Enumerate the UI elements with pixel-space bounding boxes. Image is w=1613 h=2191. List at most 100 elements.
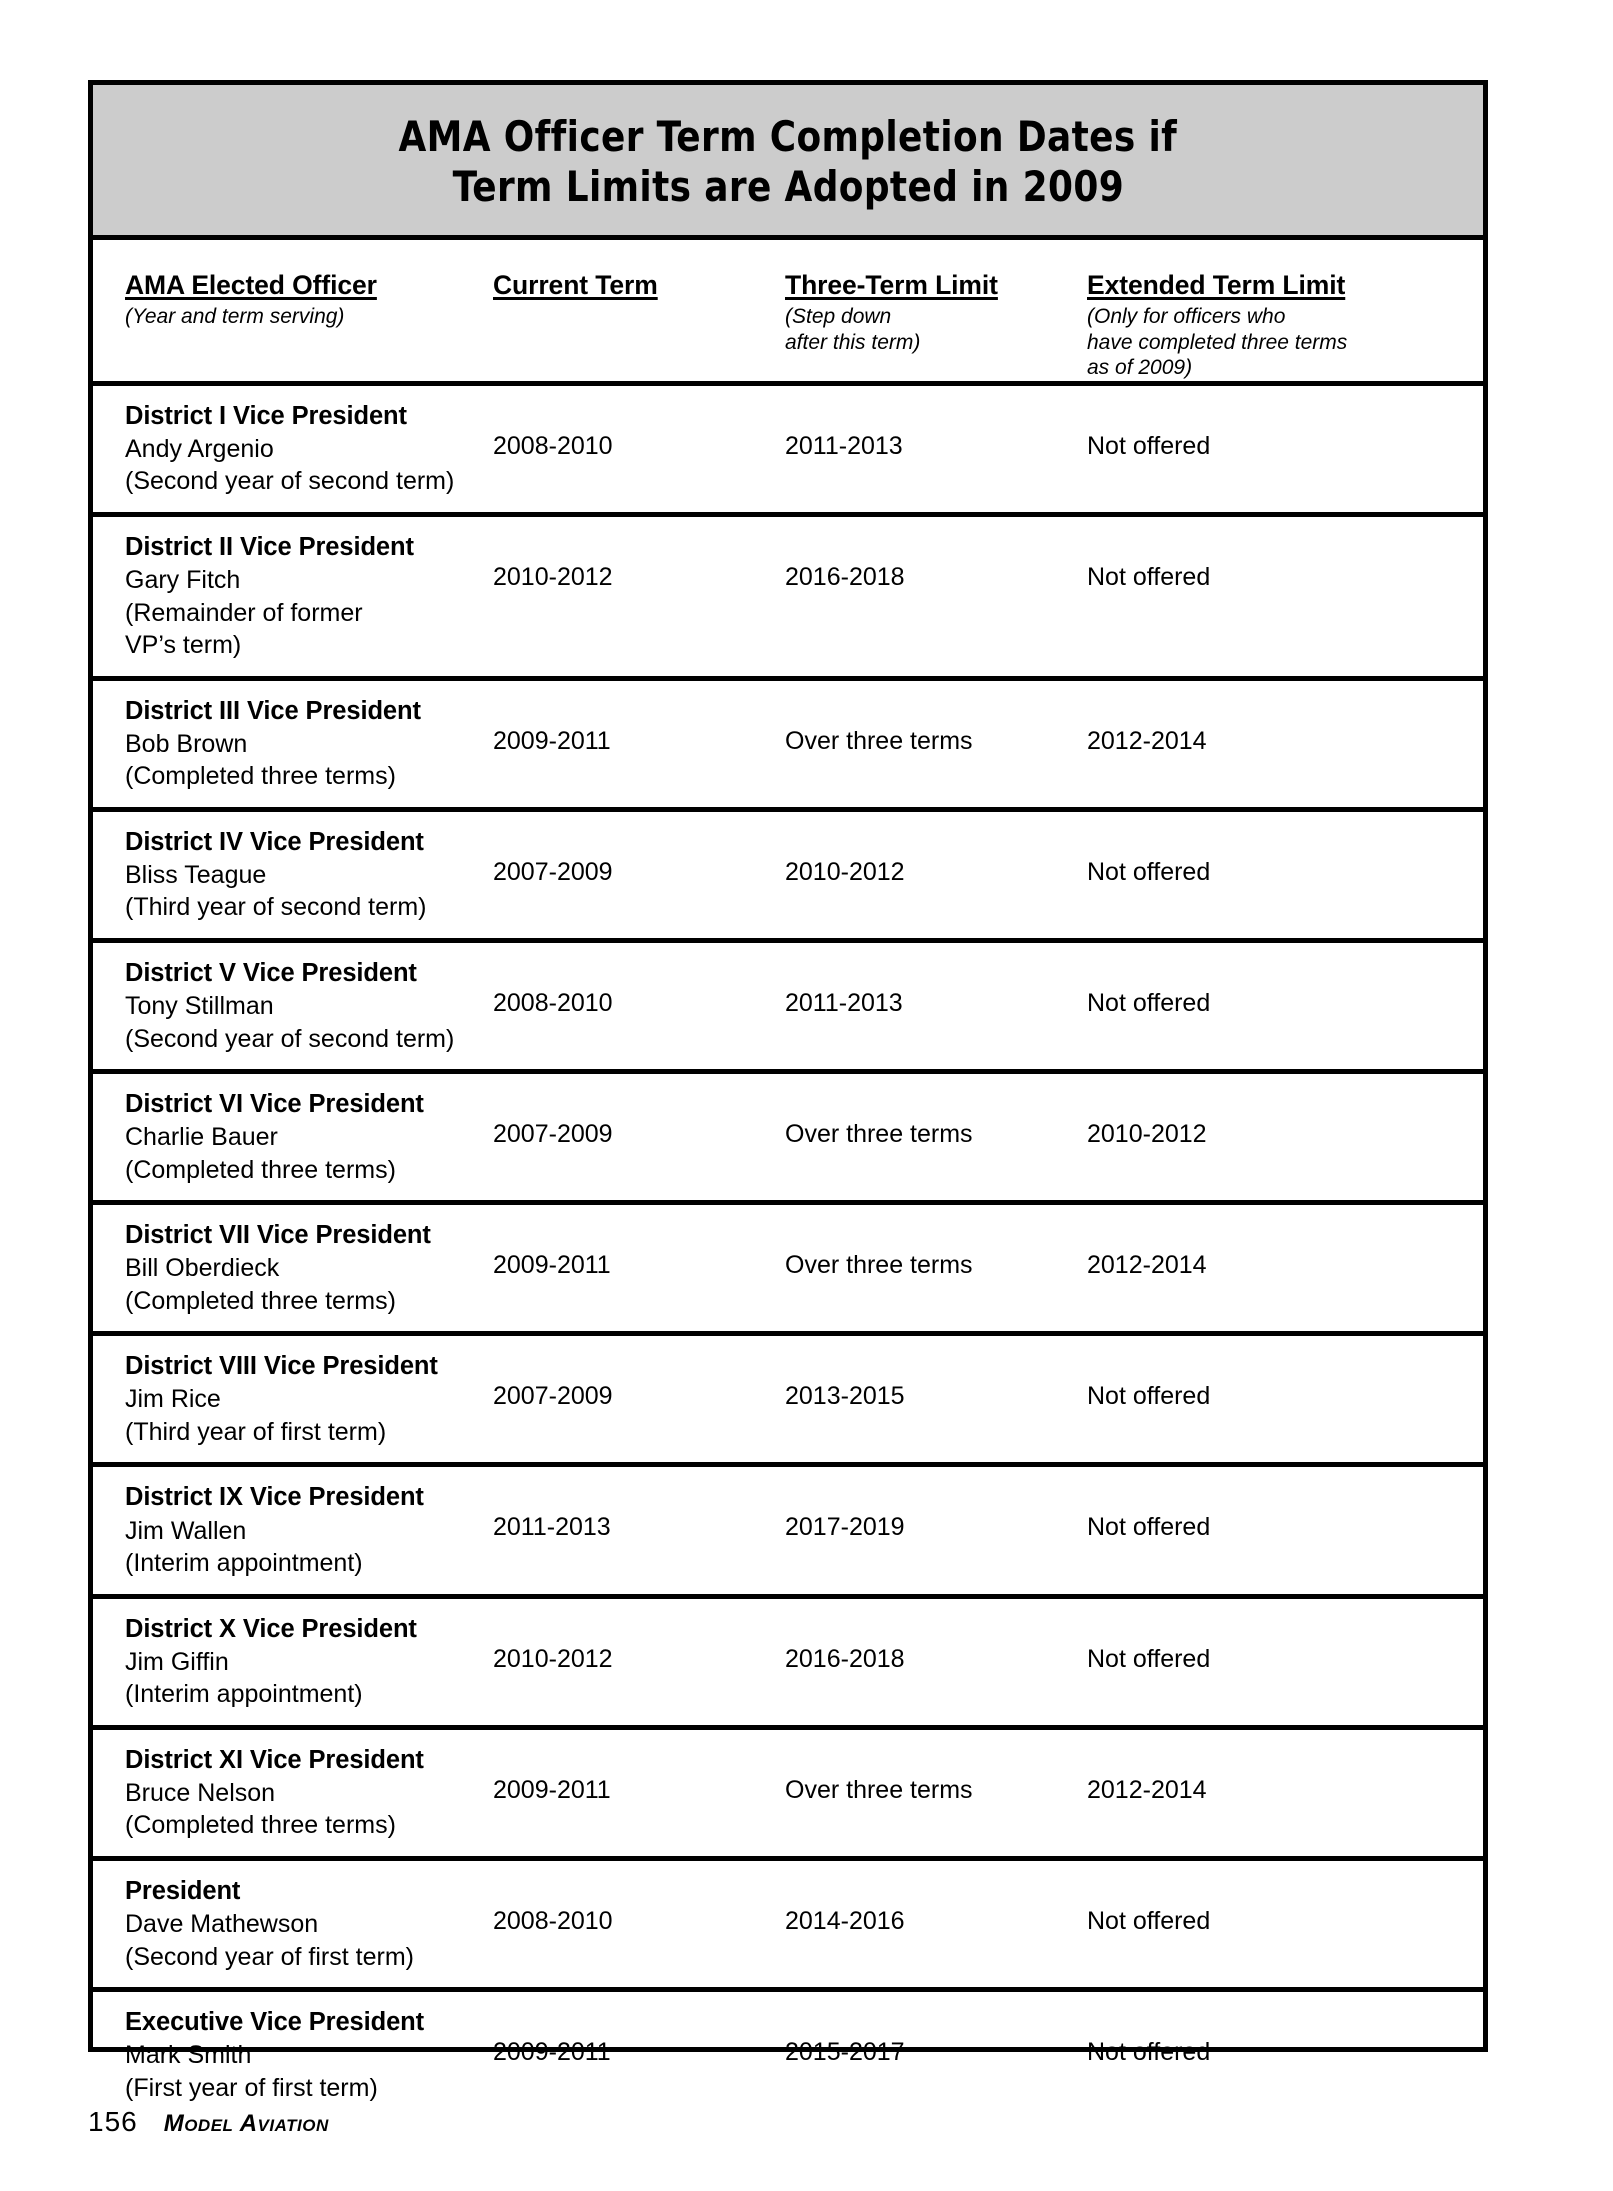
- cell-three-term-limit: 2016-2018: [785, 1613, 1087, 1711]
- cell-current-term: 2009-2011: [493, 695, 785, 793]
- cell-extended-term-limit-value: Not offered: [1087, 431, 1211, 460]
- officer-office-title: District IV Vice President: [125, 827, 424, 856]
- table-row: District VIII Vice President Jim Rice (Thi…: [93, 1336, 1483, 1468]
- cell-current-term-value: 2009-2011: [493, 1775, 611, 1804]
- cell-extended-term-limit: 2012-2014: [1087, 695, 1447, 793]
- cell-extended-term-limit-value: Not offered: [1087, 1906, 1211, 1935]
- cell-three-term-limit-value: Over three terms: [785, 726, 973, 755]
- officer-note: (Completed three terms): [125, 762, 396, 791]
- officer-office-title: District III Vice President: [125, 696, 421, 725]
- cell-extended-term-limit-value: Not offered: [1087, 1644, 1211, 1673]
- column-header-extended-term-limit-sub-line: have completed three terms: [1087, 330, 1348, 354]
- table-row: District IV Vice President Bliss Teague (T…: [93, 812, 1483, 943]
- cell-three-term-limit: 2013-2015: [785, 1350, 1087, 1448]
- cell-officer: District IX Vice President Jim Wallen (Int…: [93, 1481, 493, 1579]
- cell-three-term-limit-value: 2016-2018: [785, 1644, 905, 1673]
- cell-current-term-value: 2009-2011: [493, 2038, 611, 2067]
- cell-three-term-limit-value: 2016-2018: [785, 562, 905, 591]
- cell-extended-term-limit-value: Not offered: [1087, 562, 1211, 591]
- column-header-extended-term-limit-sub-line: (Only for officers who: [1087, 305, 1286, 328]
- column-header-extended-term-limit-sub: (Only for officers who have completed th…: [1087, 304, 1437, 381]
- cell-extended-term-limit-value: 2012-2014: [1087, 726, 1207, 755]
- officer-name: Tony Stillman: [125, 992, 274, 1021]
- table-body: District I Vice President Andy Argenio (Se…: [93, 386, 1483, 2118]
- officer-note: (Second year of second term): [125, 1024, 455, 1053]
- cell-extended-term-limit-value: Not offered: [1087, 2038, 1211, 2067]
- cell-current-term: 2007-2009: [493, 826, 785, 924]
- officer-name: Dave Mathewson: [125, 1910, 319, 1939]
- cell-three-term-limit: Over three terms: [785, 1088, 1087, 1186]
- cell-officer: District VIII Vice President Jim Rice (Thi…: [93, 1350, 493, 1448]
- column-header-current-term-title: Current Term: [493, 270, 658, 300]
- cell-current-term-value: 2009-2011: [493, 726, 611, 755]
- officer-term-table-frame: AMA Officer Term Completion Dates if Ter…: [88, 80, 1488, 2102]
- cell-current-term-value: 2008-2010: [493, 431, 613, 460]
- column-header-three-term-limit-title: Three-Term Limit: [785, 270, 998, 300]
- officer-note: (First year of first term): [125, 2073, 378, 2102]
- cell-three-term-limit: Over three terms: [785, 1219, 1087, 1317]
- cell-extended-term-limit: Not offered: [1087, 1613, 1447, 1711]
- officer-name: Mark Smith: [125, 2041, 252, 2070]
- cell-current-term: 2010-2012: [493, 531, 785, 662]
- officer-note: (Remainder of former: [125, 598, 363, 627]
- table-row: District IX Vice President Jim Wallen (Int…: [93, 1467, 1483, 1599]
- cell-three-term-limit: 2017-2019: [785, 1481, 1087, 1579]
- cell-current-term-value: 2008-2010: [493, 1906, 613, 1935]
- table-row: District I Vice President Andy Argenio (Se…: [93, 386, 1483, 517]
- officer-note: (Second year of first term): [125, 1942, 414, 1971]
- cell-current-term: 2007-2009: [493, 1350, 785, 1448]
- cell-extended-term-limit: Not offered: [1087, 2006, 1447, 2104]
- officer-note: (Interim appointment): [125, 1680, 363, 1709]
- officer-name: Bill Oberdieck: [125, 1254, 280, 1283]
- table-title-banner: AMA Officer Term Completion Dates if Ter…: [93, 85, 1483, 240]
- officer-note: (Completed three terms): [125, 1155, 396, 1184]
- column-header-three-term-limit: Three-Term Limit (Step down after this t…: [785, 270, 1087, 381]
- page-title-line-2: Term Limits are Adopted in 2009: [452, 162, 1124, 211]
- cell-extended-term-limit-value: 2010-2012: [1087, 1120, 1207, 1149]
- column-header-extended-term-limit-sub-line: as of 2009): [1087, 356, 1193, 380]
- officer-name: Charlie Bauer: [125, 1123, 278, 1152]
- cell-three-term-limit: 2011-2013: [785, 957, 1087, 1055]
- officer-office-title: President: [125, 1876, 241, 1905]
- cell-extended-term-limit: Not offered: [1087, 826, 1447, 924]
- officer-office-title: District VII Vice President: [125, 1221, 431, 1250]
- table-row: District VI Vice President Charlie Bauer (…: [93, 1074, 1483, 1206]
- officer-name: Bruce Nelson: [125, 1778, 276, 1807]
- cell-officer: District IV Vice President Bliss Teague (T…: [93, 826, 493, 924]
- cell-officer: President Dave Mathewson (Second year of f…: [93, 1875, 493, 1973]
- officer-office-title: District IX Vice President: [125, 1483, 424, 1512]
- column-header-officer-sub: (Year and term serving): [125, 304, 483, 330]
- cell-current-term: 2008-2010: [493, 400, 785, 498]
- officer-note: (Second year of second term): [125, 467, 455, 496]
- column-header-current-term: Current Term: [493, 270, 785, 381]
- column-header-extended-term-limit-title: Extended Term Limit: [1087, 270, 1346, 300]
- cell-extended-term-limit-value: Not offered: [1087, 988, 1211, 1017]
- cell-extended-term-limit: 2012-2014: [1087, 1744, 1447, 1842]
- cell-current-term-value: 2007-2009: [493, 857, 613, 886]
- cell-current-term: 2010-2012: [493, 1613, 785, 1711]
- officer-office-title: Executive Vice President: [125, 2008, 425, 2037]
- page-title-line-1: AMA Officer Term Completion Dates if: [398, 112, 1178, 162]
- cell-current-term: 2009-2011: [493, 2006, 785, 2104]
- cell-current-term-value: 2007-2009: [493, 1382, 613, 1411]
- table-row: District X Vice President Jim Giffin (Inte…: [93, 1599, 1483, 1730]
- table-row: President Dave Mathewson (Second year of f…: [93, 1861, 1483, 1993]
- cell-three-term-limit: 2011-2013: [785, 400, 1087, 498]
- officer-note: (Third year of second term): [125, 893, 427, 922]
- cell-extended-term-limit: Not offered: [1087, 1481, 1447, 1579]
- officer-note: VP’s term): [125, 631, 242, 660]
- cell-extended-term-limit: Not offered: [1087, 957, 1447, 1055]
- cell-three-term-limit-value: 2017-2019: [785, 1513, 905, 1542]
- cell-three-term-limit: 2015-2017: [785, 2006, 1087, 2104]
- cell-current-term-value: 2010-2012: [493, 562, 613, 591]
- cell-extended-term-limit: Not offered: [1087, 400, 1447, 498]
- footer-page-number: 156: [88, 2106, 138, 2137]
- cell-officer: District V Vice President Tony Stillman (S…: [93, 957, 493, 1055]
- table-row: District VII Vice President Bill Oberdiec…: [93, 1205, 1483, 1337]
- column-header-three-term-limit-sub: (Step down after this term): [785, 304, 1077, 355]
- officer-office-title: District V Vice President: [125, 958, 417, 987]
- cell-three-term-limit-value: 2011-2013: [785, 988, 903, 1017]
- footer-publication-name: Model Aviation: [163, 2110, 329, 2137]
- officer-name: Jim Giffin: [125, 1647, 229, 1676]
